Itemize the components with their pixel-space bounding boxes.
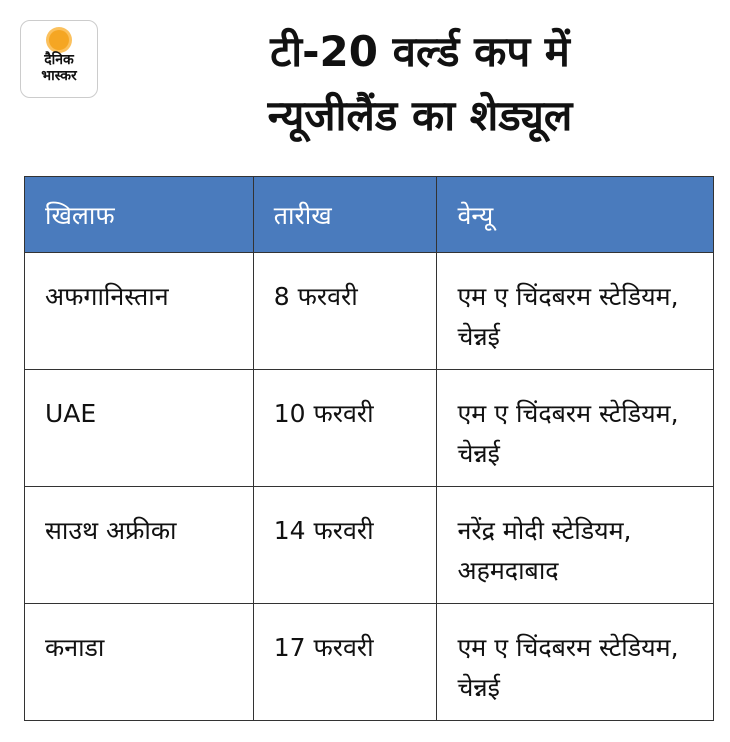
title-line1: टी-20 वर्ल्ड कप में	[270, 27, 570, 76]
opponent-cell: UAE	[24, 369, 254, 487]
title-line2: न्यूजीलैंड का शेड्यूल	[267, 91, 573, 140]
dainik-bhaskar-logo: दैनिक भास्कर	[20, 20, 98, 98]
header-venue: वेन्यू	[436, 176, 714, 253]
table-row: कनाडा 17 फरवरी एम ए चिंदबरम स्टेडियम, चे…	[24, 603, 714, 721]
logo-line1: दैनिक	[44, 52, 74, 68]
opponent-cell: कनाडा	[24, 603, 254, 721]
venue-cell: नरेंद्र मोदी स्टेडियम, अहमदाबाद	[436, 486, 714, 604]
date-cell: 14 फरवरी	[252, 486, 438, 604]
table-row: UAE 10 फरवरी एम ए चिंदबरम स्टेडियम, चेन्…	[24, 369, 714, 487]
sun-icon	[49, 30, 69, 50]
logo-line2: भास्कर	[41, 68, 77, 84]
schedule-table: खिलाफ तारीख वेन्यू अफगानिस्तान 8 फरवरी ए…	[24, 176, 714, 721]
date-cell: 10 फरवरी	[252, 369, 438, 487]
header-date: तारीख	[252, 176, 438, 253]
venue-cell: एम ए चिंदबरम स्टेडियम, चेन्नई	[436, 603, 714, 721]
venue-cell: एम ए चिंदबरम स्टेडियम, चेन्नई	[436, 369, 714, 487]
opponent-cell: अफगानिस्तान	[24, 252, 254, 370]
venue-cell: एम ए चिंदबरम स्टेडियम, चेन्नई	[436, 252, 714, 370]
header-opponent: खिलाफ	[24, 176, 254, 253]
opponent-cell: साउथ अफ्रीका	[24, 486, 254, 604]
header-row: खिलाफ तारीख वेन्यू	[24, 176, 714, 253]
page-title: टी-20 वर्ल्ड कप में न्यूजीलैंड का शेड्यू…	[110, 20, 730, 148]
table-row: साउथ अफ्रीका 14 फरवरी नरेंद्र मोदी स्टेड…	[24, 486, 714, 604]
date-cell: 17 फरवरी	[252, 603, 438, 721]
table-row: अफगानिस्तान 8 फरवरी एम ए चिंदबरम स्टेडिय…	[24, 252, 714, 370]
date-cell: 8 फरवरी	[252, 252, 438, 370]
